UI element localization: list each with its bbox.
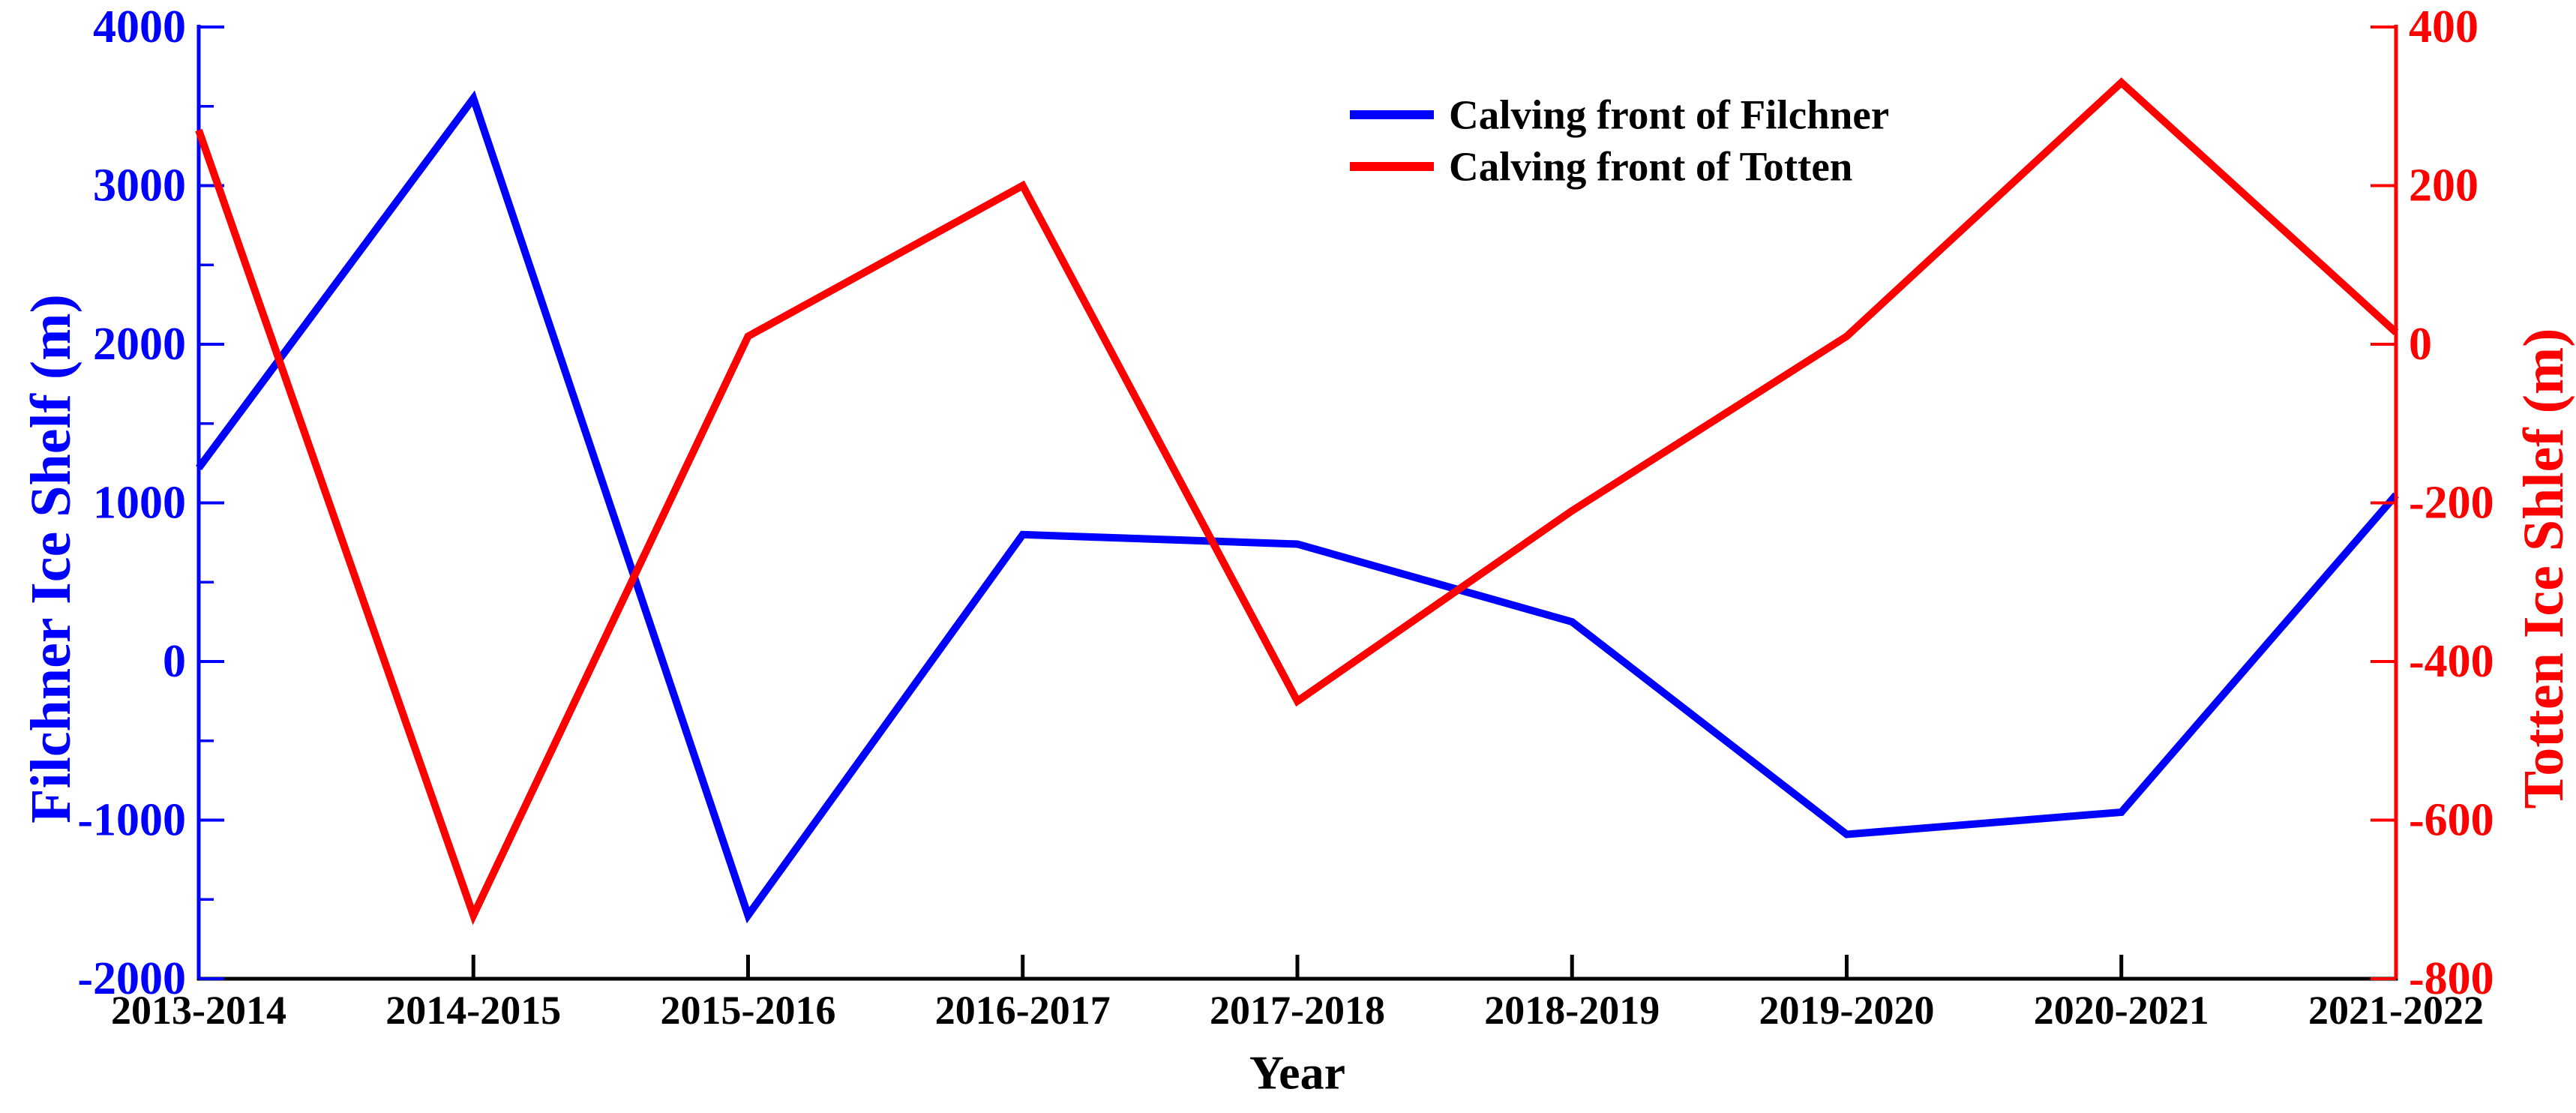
left-tick-label: 3000 <box>93 160 186 212</box>
right-tick-label: 200 <box>2409 160 2479 212</box>
right-tick-label: 400 <box>2409 2 2479 52</box>
x-tick-label: 2018-2019 <box>1484 988 1660 1033</box>
legend-label-filchner: Calving front of Filchner <box>1449 92 1889 138</box>
right-axis-title: Totten Ice Shlef (m) <box>2512 328 2575 809</box>
x-tick-label: 2015-2016 <box>661 988 836 1033</box>
left-tick-label: 0 <box>163 636 186 687</box>
x-tick-label: 2020-2021 <box>2034 988 2209 1033</box>
left-tick-label: -1000 <box>77 795 186 846</box>
left-tick-label: -2000 <box>77 953 186 1004</box>
right-tick-label: -800 <box>2409 953 2494 1004</box>
right-tick-label: -200 <box>2409 478 2494 529</box>
x-axis-title: Year <box>1249 1046 1345 1100</box>
left-tick-label: 1000 <box>93 478 186 529</box>
left-tick-label: 2000 <box>93 319 186 370</box>
chart-generated-layer: 2013-2014 2014-2015 2015-2016 2016-2017 2017… <box>77 2 2494 1033</box>
x-tick-label: 2019-2020 <box>1759 988 1935 1033</box>
x-tick-label: 2013-2014 <box>111 988 286 1033</box>
left-tick-label: 4000 <box>93 2 186 52</box>
right-tick-label: -400 <box>2409 636 2494 687</box>
x-tick-label: 2021-2022 <box>2308 988 2484 1033</box>
right-tick-label: 0 <box>2409 319 2432 370</box>
totten-line <box>195 77 2399 926</box>
left-axis-title: Filchner Ice Shelf (m) <box>19 294 82 824</box>
filchner-line <box>195 90 2399 924</box>
x-tick-label: 2016-2017 <box>935 988 1111 1033</box>
x-tick-label: 2014-2015 <box>385 988 561 1033</box>
right-tick-label: -600 <box>2409 795 2494 846</box>
x-tick-label: 2017-2018 <box>1210 988 1385 1033</box>
legend-label-totten: Calving front of Totten <box>1449 144 1852 190</box>
